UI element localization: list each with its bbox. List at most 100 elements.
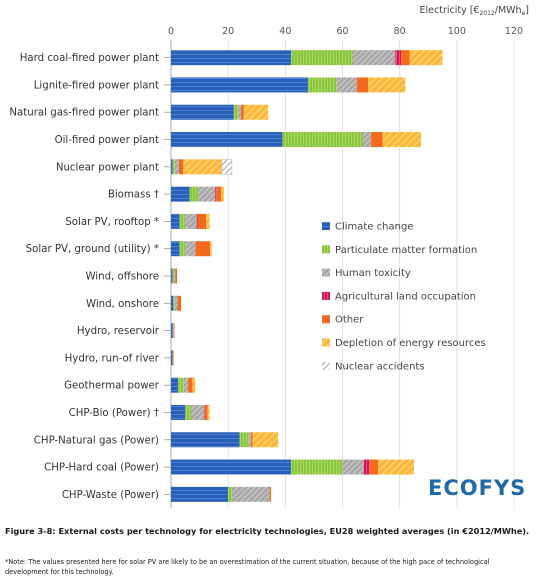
bar-segment [183,159,222,175]
x-tick-label: 80 [394,26,406,37]
bar-segment [173,295,175,311]
bar-segment [369,459,379,475]
bars [171,50,443,502]
legend: Climate change Particulate matter formati… [322,222,486,372]
bar-segment [196,213,198,229]
bar-segment [174,295,178,311]
category-label: Nuclear power plant [56,162,159,173]
bar-segment [171,213,180,229]
bar-segment [172,323,174,339]
category-label: Solar PV, ground (utility) * [26,244,159,255]
bar-segment [248,432,252,448]
category-label: Hydro, run-of river [65,353,160,364]
legend-swatch [322,268,330,277]
bar-segment [171,104,234,120]
bar-segment [188,377,193,393]
legend-swatch [322,315,330,324]
legend-label: Particulate matter formation [335,245,477,256]
bar-segment [233,104,239,120]
bar-segment [171,404,186,420]
bar-segment [171,159,173,175]
bar-segment [171,241,180,257]
category-label: Hydro, reservoir [77,326,160,337]
bar-segment [363,459,370,475]
category-label: CHP-Waste (Power) [62,490,159,501]
bar-segment [171,295,174,311]
legend-swatch [322,291,330,300]
bar-segment [282,132,363,148]
bar-segment [336,77,357,93]
bar-segment [171,77,309,93]
stacked-bar-chart: Electricity [€2012/MWhe] 0 20 40 60 80 100 120… [9,5,529,508]
bar-segment [198,186,216,202]
bar-segment [241,104,244,120]
bar-segment [251,432,253,448]
bar-segment [195,241,211,257]
category-labels: Hard coal-fired power plant Lignite-fired… [9,53,171,501]
bar-segment [352,50,396,66]
legend-swatch [322,222,330,230]
figure-caption: Figure 3-8: External costs per technolog… [5,526,530,536]
bar-segment [173,350,174,366]
bar-segment [210,241,212,257]
figure-note: *Note: The values presented here for sol… [5,558,490,576]
bar-segment [342,459,364,475]
bar-segment [215,186,217,202]
bar-segment [203,404,205,420]
x-tick-label: 100 [448,26,466,37]
category-label: Wind, onshore [86,299,159,310]
bar-segment [171,486,229,502]
category-label: Solar PV, rooftop * [65,217,159,228]
bar-segment [171,350,173,366]
bar-segment [362,132,372,148]
bar-segment [243,104,269,120]
x-tick-label: 60 [336,26,348,37]
bar-segment [378,459,414,475]
ecofys-logo: ECOFYS [428,476,526,500]
bar-segment [291,50,353,66]
bar-segment [173,323,174,339]
legend-swatch [322,245,330,254]
bar-segment [179,241,186,257]
category-label: Lignite-fired power plant [34,80,159,91]
bar-segment [228,486,233,502]
legend-label: Depletion of energy resources [335,338,486,349]
bar-segment [171,268,173,284]
bar-segment [216,186,222,202]
category-label: Biomass † [108,190,159,201]
bar-segment [175,268,178,284]
bar-segment [191,404,204,420]
bar-segment [173,268,176,284]
legend-swatch [322,338,330,347]
category-label: Wind, offshore [85,272,159,283]
bar-segment [171,459,292,475]
bar-segment [172,268,174,284]
bar-segment [189,186,199,202]
category-label: Hard coal-fired power plant [20,53,159,64]
bar-segment [238,104,242,120]
bar-segment [401,50,410,66]
bar-segment [204,404,208,420]
bar-segment [239,432,249,448]
bar-segment [291,459,343,475]
category-label: Oil-fired power plant [55,135,159,146]
bar-segment [382,132,422,148]
bar-segment [197,213,207,229]
bar-segment [252,432,279,448]
legend-label: Nuclear accidents [335,361,425,372]
x-tick-label: 120 [505,26,523,37]
x-axis-ticks: 0 20 40 60 80 100 120 [168,26,523,37]
category-label: Geothermal power [64,381,160,392]
legend-label: Agricultural land occupation [335,291,476,302]
category-label: CHP-Hard coal (Power) [44,463,159,474]
bar-segment [179,213,186,229]
bar-segment [221,159,233,175]
bar-segment [185,404,192,420]
bar-segment [195,241,196,257]
bar-segment [172,159,175,175]
bar-segment [179,159,184,175]
legend-swatch [322,361,330,370]
bar-segment [171,323,173,339]
bar-segment [308,77,337,93]
legend-label: Climate change [335,222,413,233]
